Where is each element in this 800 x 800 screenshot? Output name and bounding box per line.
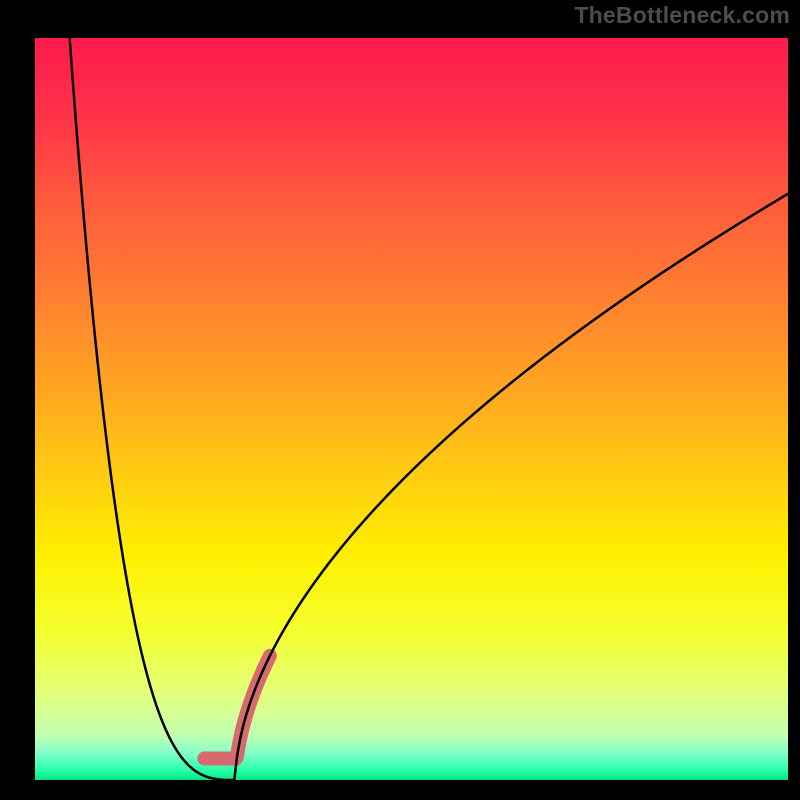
- watermark-text: TheBottleneck.com: [574, 2, 790, 29]
- chart-canvas: TheBottleneck.com: [0, 0, 800, 800]
- chart-svg: [35, 38, 788, 780]
- plot-area: [35, 38, 788, 780]
- gradient-background: [35, 38, 788, 780]
